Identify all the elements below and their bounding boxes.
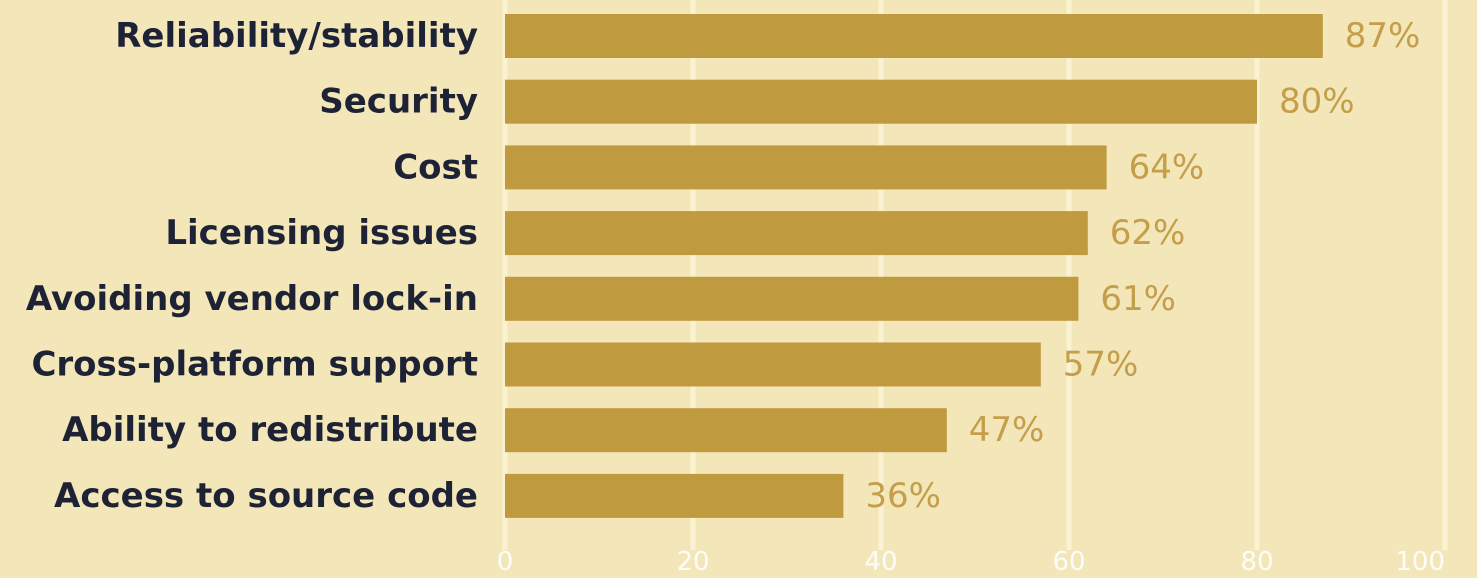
category-label-5: Avoiding vendor lock-in (26, 279, 478, 319)
x-tick-label-80: 80 (1240, 547, 1273, 577)
x-axis-ticks: 0 20 40 60 80 100 (497, 547, 1445, 577)
value-label-2: 80% (1279, 82, 1355, 122)
category-label-4: Licensing issues (165, 213, 478, 253)
x-tick-label-100: 100 (1395, 547, 1445, 577)
bar-5 (505, 276, 1079, 321)
x-tick-label-60: 60 (1052, 547, 1085, 577)
bar-6 (505, 342, 1041, 387)
bar-1 (505, 14, 1323, 58)
x-tick-label-20: 20 (676, 547, 709, 577)
category-label-6: Cross-platform support (31, 345, 478, 385)
value-label-7: 47% (969, 410, 1045, 450)
bars (505, 14, 1323, 518)
value-label-1: 87% (1345, 16, 1421, 56)
bar-2 (505, 79, 1257, 124)
x-tick-label-40: 40 (864, 547, 897, 577)
value-label-3: 64% (1129, 147, 1205, 187)
bar-4 (505, 211, 1088, 256)
bar-7 (505, 408, 947, 453)
value-label-8: 36% (865, 476, 941, 516)
category-label-2: Security (319, 82, 478, 122)
category-labels: Reliability/stability Security Cost Licensi… (26, 16, 478, 516)
value-label-6: 57% (1063, 345, 1139, 385)
value-label-5: 61% (1100, 279, 1176, 319)
value-label-4: 62% (1110, 213, 1186, 253)
category-label-1: Reliability/stability (115, 16, 478, 56)
category-label-8: Access to source code (54, 476, 478, 516)
value-labels: 87% 80% 64% 62% 61% 57% 47% 36% (865, 16, 1420, 516)
bar-3 (505, 145, 1107, 190)
bar-8 (505, 473, 844, 518)
category-label-3: Cost (393, 147, 478, 187)
category-label-7: Ability to redistribute (62, 410, 478, 450)
x-tick-label-0: 0 (497, 547, 514, 577)
